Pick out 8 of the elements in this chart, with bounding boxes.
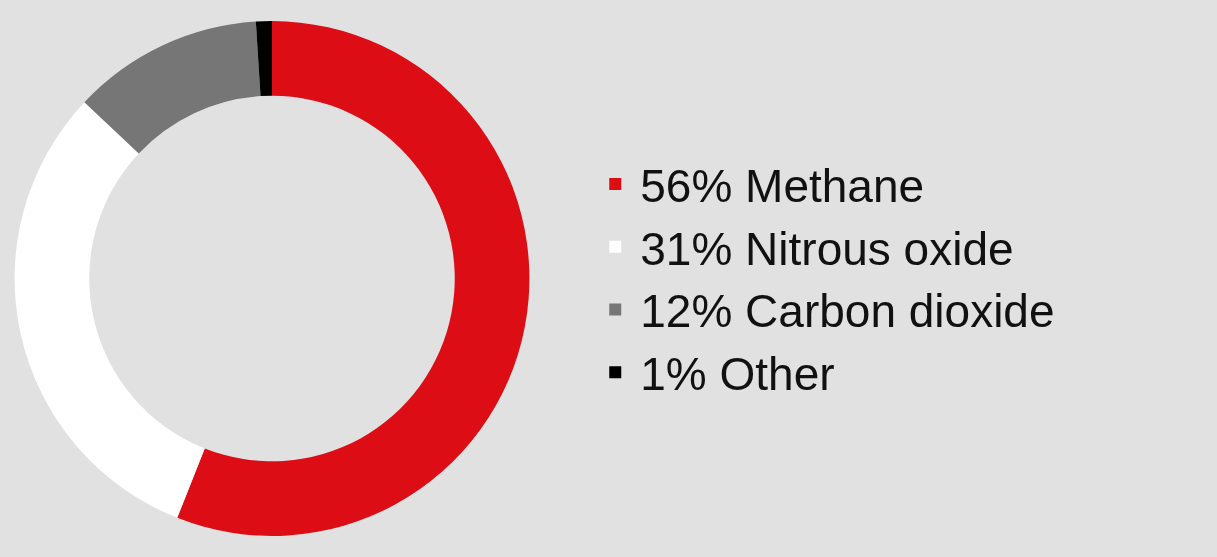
legend-label: 1% Other [640,348,835,401]
legend-label: 31% Nitrous oxide [640,222,1014,275]
legend-label: 12% Carbon dioxide [640,285,1055,338]
legend-label: 56% Methane [640,159,925,212]
donut-slice [84,21,261,154]
donut-slice [255,21,272,97]
donut-slice [177,21,529,536]
donut-slice [14,102,205,518]
